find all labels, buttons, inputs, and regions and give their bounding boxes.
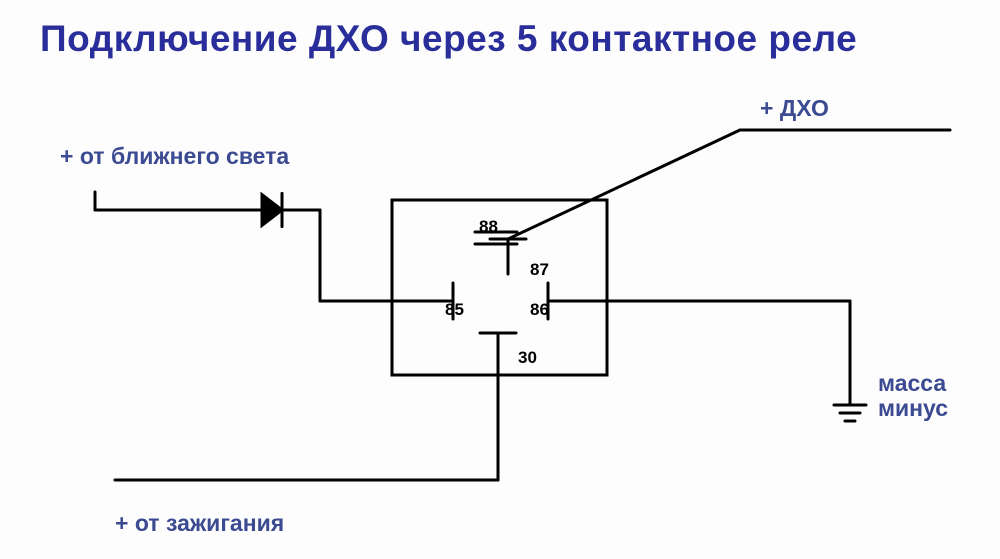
relay-diagram — [0, 0, 1000, 559]
